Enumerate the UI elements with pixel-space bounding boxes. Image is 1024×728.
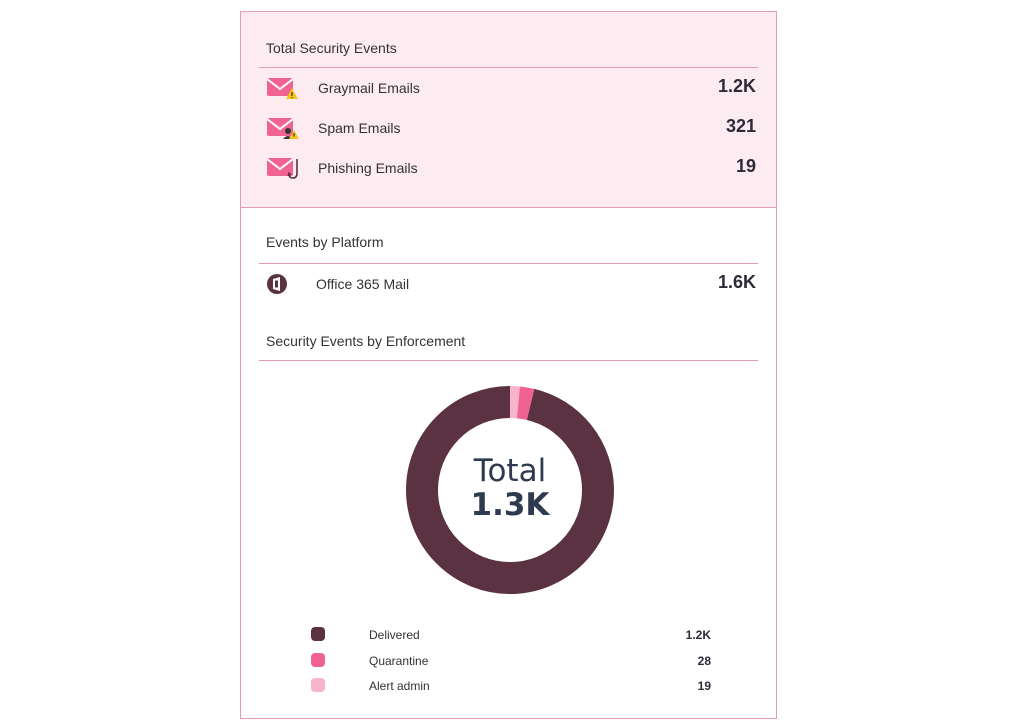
office-365-label: Office 365 Mail — [316, 276, 410, 292]
legend-swatch — [311, 627, 325, 641]
legend-value: 28 — [697, 654, 711, 668]
enforcement-donut-chart: Total 1.3K — [405, 385, 615, 595]
graymail-count: 1.2K — [717, 76, 756, 96]
phishing-label: Phishing Emails — [318, 160, 418, 176]
phishing-envelope-hook-icon — [266, 156, 300, 180]
office-365-count: 1.6K — [717, 272, 756, 292]
graymail-row[interactable]: Graymail Emails 1.2K — [266, 74, 756, 104]
office-365-icon — [266, 272, 300, 296]
legend-swatch — [311, 678, 325, 692]
legend-value: 1.2K — [685, 628, 711, 642]
legend-label: Delivered — [369, 628, 420, 642]
total-security-events-title: Total Security Events — [266, 40, 397, 56]
legend-label: Quarantine — [369, 654, 429, 668]
spam-label: Spam Emails — [318, 120, 401, 136]
divider — [259, 67, 758, 68]
spam-row[interactable]: Spam Emails 321 — [266, 114, 756, 144]
legend-value: 19 — [697, 679, 711, 693]
legend-swatch — [311, 653, 325, 667]
phishing-row[interactable]: Phishing Emails 19 — [266, 154, 756, 184]
phishing-count: 19 — [735, 156, 756, 176]
total-security-events-panel: Total Security Events Graymail Emails 1.… — [241, 12, 776, 208]
legend-item-alert-admin[interactable]: Alert admin 19 — [311, 676, 711, 696]
donut-center: Total 1.3K — [405, 385, 615, 595]
divider — [259, 263, 758, 264]
graymail-label: Graymail Emails — [318, 80, 420, 96]
office-365-row[interactable]: Office 365 Mail 1.6K — [266, 270, 756, 300]
donut-center-value: 1.3K — [470, 487, 550, 523]
donut-slice-delivered[interactable] — [406, 386, 614, 594]
spam-count: 321 — [725, 116, 756, 136]
donut-svg — [406, 386, 614, 594]
security-events-card: Total Security Events Graymail Emails 1.… — [240, 11, 777, 719]
legend-label: Alert admin — [369, 679, 430, 693]
security-events-by-enforcement-title: Security Events by Enforcement — [266, 333, 466, 349]
spam-envelope-user-warning-icon — [266, 116, 300, 140]
legend-item-delivered[interactable]: Delivered 1.2K — [311, 625, 711, 645]
legend-item-quarantine[interactable]: Quarantine 28 — [311, 651, 711, 671]
graymail-envelope-warning-icon — [266, 76, 300, 100]
divider — [259, 360, 758, 361]
events-by-platform-title: Events by Platform — [266, 234, 384, 250]
donut-center-label: Total — [473, 453, 547, 489]
